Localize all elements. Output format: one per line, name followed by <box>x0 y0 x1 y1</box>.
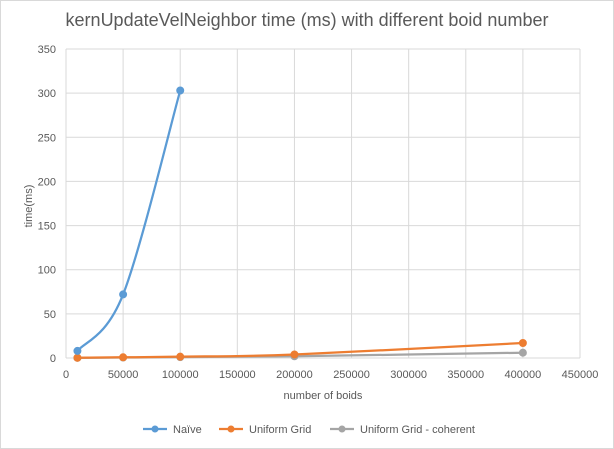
data-point <box>290 350 299 359</box>
x-tick-label: 350000 <box>447 369 484 381</box>
legend-label: Naïve <box>173 424 202 436</box>
data-point <box>119 290 128 299</box>
x-tick-label: 100000 <box>162 369 199 381</box>
x-tick-label: 450000 <box>562 369 599 381</box>
x-tick-label: 400000 <box>505 369 542 381</box>
x-tick-label: 150000 <box>219 369 256 381</box>
y-tick-label: 350 <box>38 44 56 56</box>
legend-swatch-marker <box>338 425 346 433</box>
grid-lines <box>65 48 581 359</box>
y-tick-label: 300 <box>38 88 56 100</box>
data-point <box>73 346 82 355</box>
data-point <box>518 338 527 347</box>
y-tick-label: 150 <box>38 221 56 233</box>
y-tick-label: 250 <box>38 132 56 144</box>
x-tick-label: 0 <box>63 369 69 381</box>
x-axis-label: number of boids <box>284 390 363 402</box>
legend-label: Uniform Grid - coherent <box>360 424 475 436</box>
data-point <box>176 352 185 361</box>
legend: Naïve Uniform Grid Uniform Grid - coherent <box>143 424 475 436</box>
y-tick-label: 200 <box>38 176 56 188</box>
legend-swatch-marker <box>227 425 235 433</box>
legend-swatch-marker <box>151 425 159 433</box>
data-point <box>73 353 82 362</box>
series-group <box>73 86 527 362</box>
data-point <box>176 86 185 95</box>
x-tick-label: 200000 <box>276 369 313 381</box>
x-tick-label: 50000 <box>108 369 139 381</box>
y-tick-label: 0 <box>50 353 56 365</box>
data-point <box>119 353 128 362</box>
y-tick-label: 50 <box>44 309 56 321</box>
legend-label: Uniform Grid <box>249 424 311 436</box>
series-line <box>76 89 182 353</box>
x-tick-label: 250000 <box>333 369 370 381</box>
x-tick-labels: 0 50000 100000 150000 200000 250000 300000 3500… <box>63 369 598 381</box>
y-tick-labels: 0 50 100 150 200 250 300 350 <box>38 44 56 365</box>
data-point <box>518 348 527 357</box>
x-tick-label: 300000 <box>390 369 427 381</box>
y-axis-label: time(ms) <box>23 185 35 228</box>
chart-title: kernUpdateVelNeighbor time (ms) with dif… <box>66 10 549 30</box>
y-tick-label: 100 <box>38 265 56 277</box>
